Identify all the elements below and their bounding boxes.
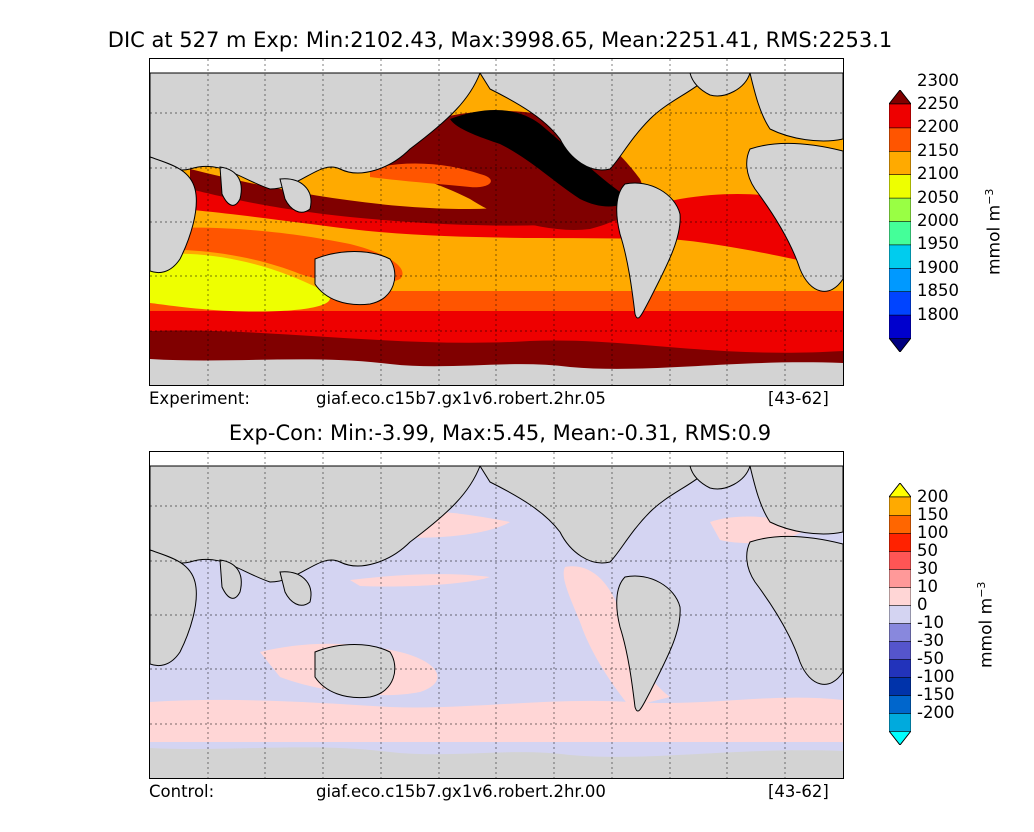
bottom-difference-map <box>149 451 844 779</box>
top-colorbar-segment <box>888 244 912 269</box>
top-colorbar-max-extend <box>887 89 913 105</box>
top-colorbar-segment <box>888 150 912 175</box>
bottom-colorbar-segment <box>888 640 912 660</box>
bottom-colorbar-segment <box>888 676 912 696</box>
top-colorbar-segment <box>888 290 912 316</box>
top-colorbar-tick-label: 1850 <box>917 281 959 301</box>
top-colorbar-tick-label: 2000 <box>917 211 959 230</box>
bottom-colorbar-segment <box>888 550 912 570</box>
top-colorbar-min-extend <box>887 337 913 353</box>
bottom-map-title: Exp-Con: Min:-3.99, Max:5.45, Mean:-0.31… <box>228 421 772 445</box>
bottom-caption-years: [43-62] <box>768 782 829 801</box>
bottom-colorbar-segment <box>888 514 912 534</box>
bottom-colorbar-segment <box>888 604 912 624</box>
top-colorbar-graphic <box>887 89 913 353</box>
top-colorbar-tick-label: 2150 <box>917 140 959 160</box>
bottom-colorbar-tick-label: 10 <box>917 577 938 596</box>
bottom-colorbar-tick-label: -100 <box>917 667 955 686</box>
top-colorbar-unit: mmol m−3 <box>983 188 1005 275</box>
bottom-colorbar-tick-label: 200 <box>917 487 949 506</box>
bottom-colorbar-segment <box>888 712 912 732</box>
top-colorbar-segment <box>888 127 912 152</box>
bottom-colorbar: -200 -150 -100 -50 -30 -10 0 10 30 50 100 150 200 <box>887 482 954 746</box>
top-colorbar-tick-label: 1950 <box>917 234 959 254</box>
top-caption-case: giaf.eco.c15b7.gx1v6.robert.2hr.05 <box>316 389 606 408</box>
bottom-colorbar-tick-label: -50 <box>917 649 944 668</box>
bottom-caption-label: Control: <box>149 782 215 801</box>
bottom-colorbar-tick-label: -150 <box>917 685 955 704</box>
top-caption-label: Experiment: <box>149 389 250 408</box>
top-colorbar-tick-label: 2300 <box>917 70 959 90</box>
bottom-colorbar-tick-label: -10 <box>917 613 944 632</box>
top-colorbar-tick-label: 2100 <box>917 164 959 184</box>
top-colorbar-segment <box>888 267 912 293</box>
bottom-colorbar-graphic <box>887 482 913 746</box>
bottom-colorbar-segment <box>888 496 912 516</box>
bottom-colorbar-tick-label: 100 <box>917 523 949 542</box>
top-colorbar-segment <box>888 197 912 222</box>
top-colorbar-tick-label: 2050 <box>917 187 959 207</box>
bottom-colorbar-segment <box>888 586 912 606</box>
bottom-colorbar-max-extend <box>887 482 913 498</box>
top-colorbar-segment <box>888 220 912 246</box>
bottom-colorbar-segment <box>888 622 912 642</box>
bottom-colorbar-tick-label: 50 <box>917 541 938 560</box>
bottom-colorbar-segment <box>888 658 912 678</box>
top-map-title: DIC at 527 m Exp: Min:2102.43, Max:3998.… <box>107 28 893 52</box>
top-colorbar-tick-label: 2250 <box>917 94 959 113</box>
bottom-colorbar-min-extend <box>887 730 913 746</box>
top-colorbar-segment <box>888 314 912 339</box>
bottom-colorbar-tick-label: 30 <box>917 559 938 578</box>
top-colorbar-tick-label: 1900 <box>917 257 959 277</box>
top-dic-map <box>149 58 844 386</box>
top-caption-years: [43-62] <box>768 389 829 408</box>
bottom-colorbar-unit: mmol m−3 <box>975 581 997 668</box>
bottom-colorbar-tick-label: 0 <box>917 595 928 614</box>
top-colorbar-tick-label: 2200 <box>917 117 959 137</box>
bottom-colorbar-tick-label: -200 <box>917 703 955 722</box>
bottom-colorbar-tick-label: -30 <box>917 631 944 650</box>
top-colorbar: 1800 1850 1900 1950 2000 2050 2100 2150 2200 2250… <box>887 71 959 353</box>
bottom-caption-case: giaf.eco.c15b7.gx1v6.robert.2hr.00 <box>316 782 606 801</box>
bottom-colorbar-segment <box>888 532 912 552</box>
top-colorbar-segment <box>888 103 912 129</box>
top-colorbar-tick-label: 1800 <box>917 304 959 324</box>
top-colorbar-segment <box>888 173 912 199</box>
bottom-colorbar-segment <box>888 694 912 714</box>
bottom-colorbar-segment <box>888 568 912 588</box>
bottom-colorbar-tick-label: 150 <box>917 505 949 524</box>
